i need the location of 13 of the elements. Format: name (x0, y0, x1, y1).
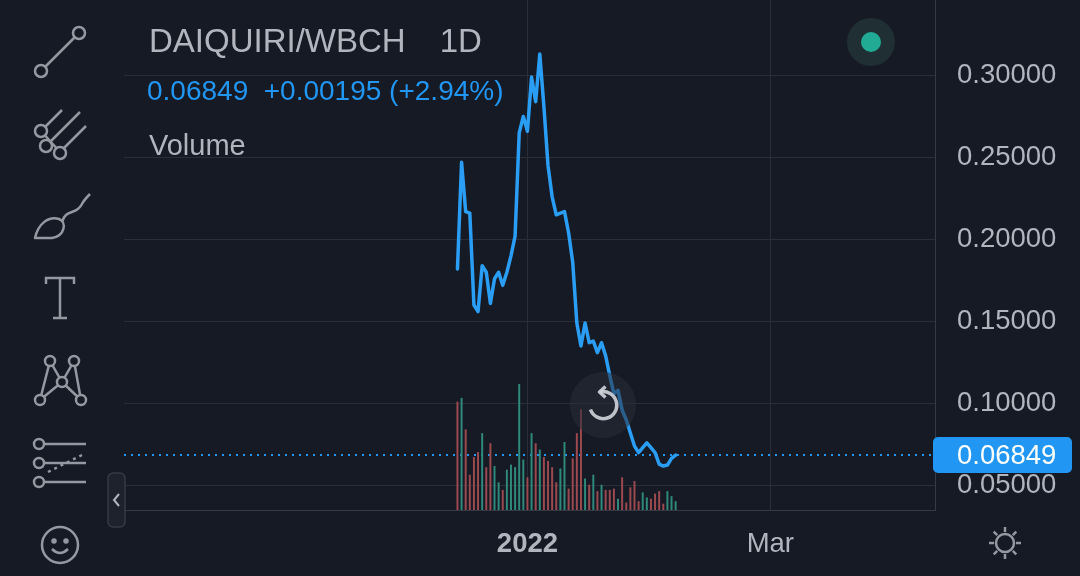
y-tick-label: 0.20000 (957, 222, 1057, 253)
text: 0.06849 +0.00195 (+2.94%) (147, 75, 504, 107)
y-tick-label: 0.25000 (957, 140, 1057, 172)
x-tick-label: Mar (746, 527, 795, 559)
y-tick-label: 0.30000 (957, 58, 1057, 90)
x-tick-label: 2022 (496, 527, 559, 559)
y-tick-label: 0.05000 (957, 467, 1057, 499)
text: DAIQUIRI/WBCH (149, 22, 406, 60)
y-tick-label: 0.15000 (957, 303, 1057, 335)
annotation: 1D (439, 22, 482, 60)
ref-line-label: 0.06849 (957, 438, 1057, 470)
chart-title: Volume (149, 128, 246, 162)
y-tick-label: 0.10000 (957, 385, 1057, 417)
